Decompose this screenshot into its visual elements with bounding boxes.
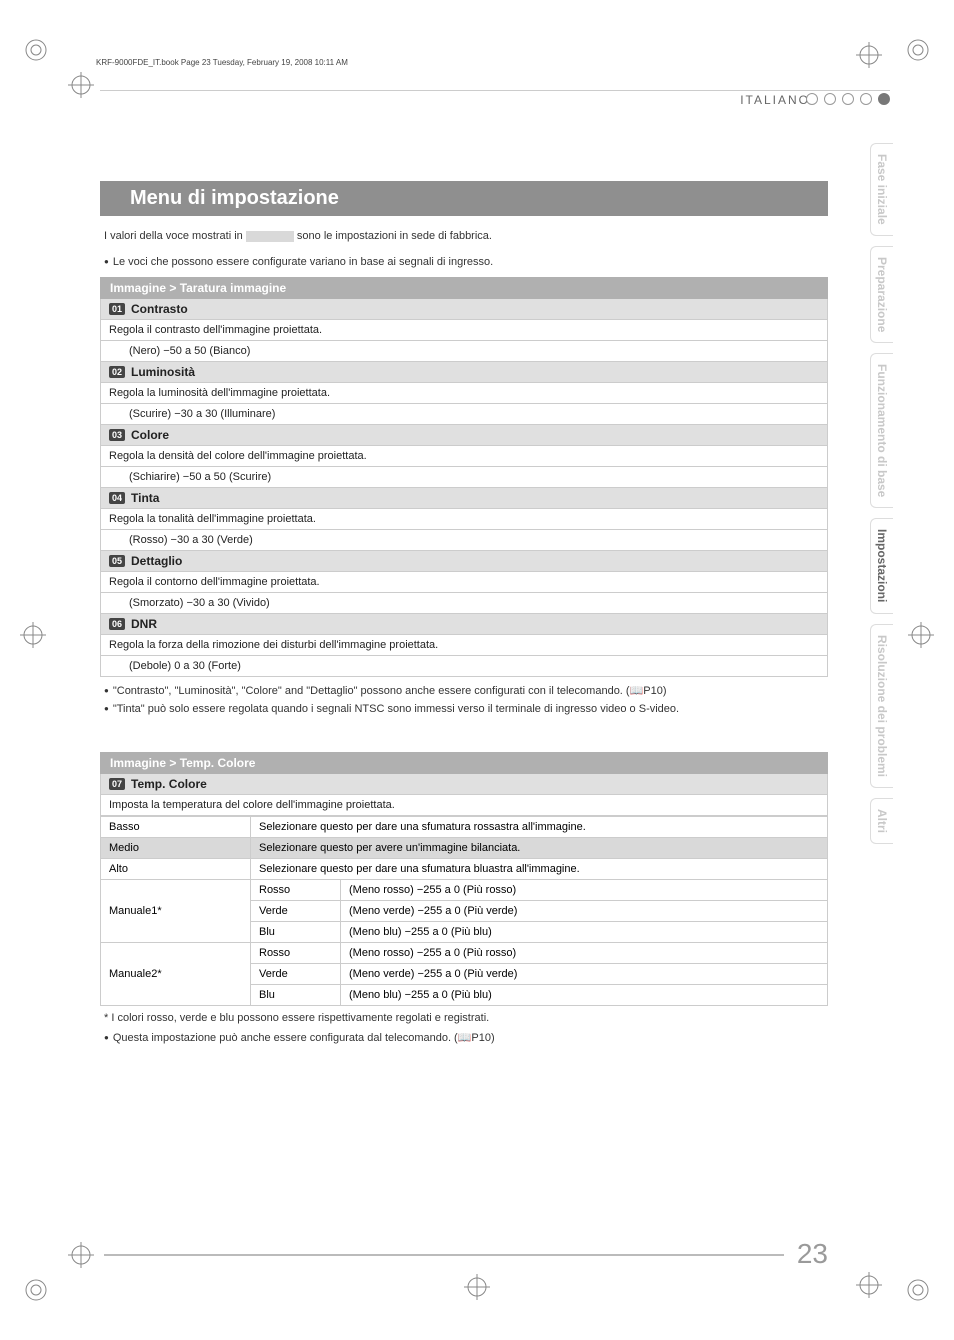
table-cell-value: Selezionare questo per dare una sfumatur… — [251, 859, 828, 880]
row-desc: Regola la tonalità dell'immagine proiett… — [100, 509, 828, 530]
register-mark-icon — [22, 36, 50, 64]
table-cell-channel: Verde — [251, 964, 341, 985]
factory-default-swatch — [246, 231, 294, 242]
table-cell-range: (Meno rosso) −255 a 0 (Più rosso) — [341, 943, 828, 964]
row-header: 04 Tinta — [100, 488, 828, 509]
row-header-tempcolore: 07 Temp. Colore — [100, 774, 828, 795]
table-cell-range: (Meno rosso) −255 a 0 (Più rosso) — [341, 880, 828, 901]
crop-mark-icon — [856, 42, 882, 68]
row-desc: Regola il contorno dell'immagine proiett… — [100, 572, 828, 593]
table-cell-key: Medio — [101, 838, 251, 859]
table-cell-channel: Blu — [251, 922, 341, 943]
row-range: (Rosso) −30 a 30 (Verde) — [100, 530, 828, 551]
crop-mark-icon — [856, 1272, 882, 1298]
crop-mark-icon — [908, 622, 934, 648]
row-title: Tinta — [131, 491, 159, 505]
side-tab[interactable]: Risoluzione dei problemi — [870, 624, 893, 788]
table-cell-key: Manuale2* — [101, 943, 251, 1006]
side-tab[interactable]: Preparazione — [870, 246, 893, 343]
crop-mark-icon — [20, 622, 46, 648]
row-range: (Debole) 0 a 30 (Forte) — [100, 656, 828, 677]
table-cell-range: (Meno verde) −255 a 0 (Più verde) — [341, 964, 828, 985]
table-cell-key: Alto — [101, 859, 251, 880]
table-cell-channel: Rosso — [251, 880, 341, 901]
row-number-badge: 03 — [109, 429, 125, 441]
row-range: (Smorzato) −30 a 30 (Vivido) — [100, 593, 828, 614]
register-mark-icon — [904, 1276, 932, 1304]
row-desc: Regola la luminosità dell'immagine proie… — [100, 383, 828, 404]
row-header: 01 Contrasto — [100, 299, 828, 320]
section-header-tempcolore: Immagine > Temp. Colore — [100, 752, 828, 774]
language-label: ITALIANO — [740, 93, 810, 107]
row-header: 03 Colore — [100, 425, 828, 446]
row-range: (Scurire) −30 a 30 (Illuminare) — [100, 404, 828, 425]
row-title: Contrasto — [131, 302, 188, 316]
row-number-badge: 05 — [109, 555, 125, 567]
table-cell-channel: Rosso — [251, 943, 341, 964]
row-header: 05 Dettaglio — [100, 551, 828, 572]
side-tabs: Fase iniziale Preparazione Funzionamento d… — [870, 143, 896, 854]
register-mark-icon — [904, 36, 932, 64]
table-cell-value: Selezionare questo per avere un'immagine… — [251, 838, 828, 859]
register-mark-icon — [22, 1276, 50, 1304]
row-header: 02 Luminosità — [100, 362, 828, 383]
row-number-badge: 06 — [109, 618, 125, 630]
side-tab[interactable]: Fase iniziale — [870, 143, 893, 236]
note-item: "Tinta" può solo essere regolata quando … — [104, 701, 824, 719]
table-row: BassoSelezionare questo per dare una sfu… — [101, 817, 828, 838]
intro-bullets: Le voci che possono essere configurate v… — [104, 254, 824, 272]
row-title: Dettaglio — [131, 554, 182, 568]
page-number: 23 — [797, 1238, 828, 1270]
row-number-badge: 01 — [109, 303, 125, 315]
table-row: Manuale1*Rosso(Meno rosso) −255 a 0 (Più… — [101, 880, 828, 901]
side-tab[interactable]: Altri — [870, 798, 893, 844]
intro-bullet: Le voci che possono essere configurate v… — [104, 254, 824, 272]
row-title: Luminosità — [131, 365, 195, 379]
section-header-taratura: Immagine > Taratura immagine — [100, 277, 828, 299]
progress-dots — [806, 93, 890, 105]
row-desc: Regola la densità del colore dell'immagi… — [100, 446, 828, 467]
row-title: Temp. Colore — [131, 777, 207, 791]
table-cell-value: Selezionare questo per dare una sfumatur… — [251, 817, 828, 838]
note-item: "Contrasto", "Luminosità", "Colore" and … — [104, 683, 824, 701]
table-cell-range: (Meno blu) −255 a 0 (Più blu) — [341, 922, 828, 943]
crop-mark-icon — [68, 1242, 94, 1268]
row-title: DNR — [131, 617, 157, 631]
row-number-badge: 04 — [109, 492, 125, 504]
side-tab[interactable]: Impostazioni — [870, 518, 893, 613]
footnote-star: * I colori rosso, verde e blu possono es… — [104, 1012, 824, 1024]
row-range: (Nero) −50 a 50 (Bianco) — [100, 341, 828, 362]
table-cell-channel: Blu — [251, 985, 341, 1006]
section-a-notes: "Contrasto", "Luminosità", "Colore" and … — [104, 683, 824, 718]
row-desc: Regola il contrasto dell'immagine proiet… — [100, 320, 828, 341]
table-row: MedioSelezionare questo per avere un'imm… — [101, 838, 828, 859]
page-title: Menu di impostazione — [100, 181, 828, 216]
row-desc-tempcolore: Imposta la temperatura del colore dell'i… — [100, 795, 828, 816]
table-cell-channel: Verde — [251, 901, 341, 922]
book-metadata: KRF-9000FDE_IT.book Page 23 Tuesday, Feb… — [96, 58, 348, 67]
table-cell-range: (Meno verde) −255 a 0 (Più verde) — [341, 901, 828, 922]
intro-text-a: I valori della voce mostrati in — [104, 230, 246, 242]
side-tab[interactable]: Funzionamento di base — [870, 353, 893, 508]
intro-line-1: I valori della voce mostrati in sono le … — [104, 228, 824, 246]
row-desc: Regola la forza della rimozione dei dist… — [100, 635, 828, 656]
temp-colore-table: BassoSelezionare questo per dare una sfu… — [100, 816, 828, 1006]
table-cell-key: Basso — [101, 817, 251, 838]
table-cell-range: (Meno blu) −255 a 0 (Più blu) — [341, 985, 828, 1006]
table-cell-key: Manuale1* — [101, 880, 251, 943]
intro-text-b: sono le impostazioni in sede di fabbrica… — [297, 230, 492, 242]
section-b-notes: Questa impostazione può anche essere con… — [104, 1030, 824, 1048]
row-number-badge: 07 — [109, 778, 125, 790]
crop-mark-icon — [464, 1274, 490, 1300]
crop-mark-icon — [68, 72, 94, 98]
row-header: 06 DNR — [100, 614, 828, 635]
section-b-note: Questa impostazione può anche essere con… — [104, 1030, 824, 1048]
row-number-badge: 02 — [109, 366, 125, 378]
row-range: (Schiarire) −50 a 50 (Scurire) — [100, 467, 828, 488]
table-row: Manuale2*Rosso(Meno rosso) −255 a 0 (Più… — [101, 943, 828, 964]
table-row: AltoSelezionare questo per dare una sfum… — [101, 859, 828, 880]
page-frame: ITALIANO Fase iniziale Preparazione Funzio… — [100, 90, 890, 1270]
page-content: Menu di impostazione I valori della voce… — [100, 181, 828, 1048]
row-title: Colore — [131, 428, 169, 442]
